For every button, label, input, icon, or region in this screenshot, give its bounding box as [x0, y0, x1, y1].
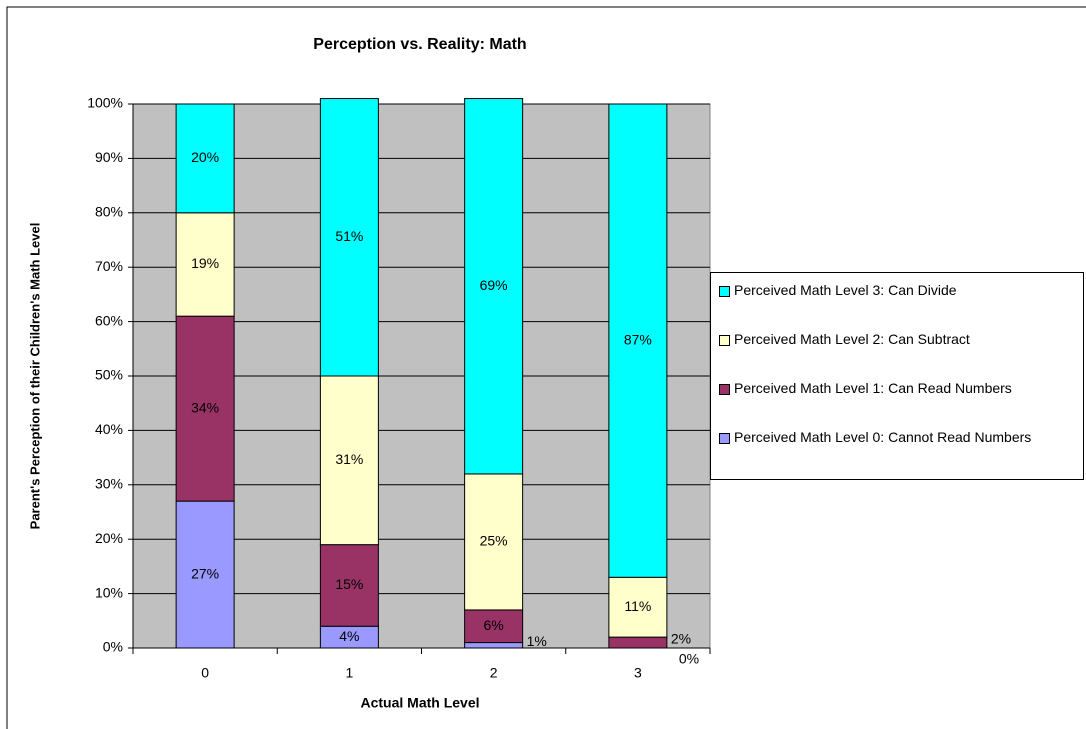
- y-tick-label: 0%: [103, 639, 123, 655]
- legend-item: Perceived Math Level 0: Cannot Read Numb…: [719, 429, 1083, 479]
- legend: Perceived Math Level 3: Can Divide Percei…: [710, 272, 1084, 480]
- data-label: 25%: [480, 533, 508, 549]
- data-label: 2%: [671, 630, 691, 646]
- bar-segment: [319, 98, 379, 377]
- y-tick-label: 20%: [95, 530, 123, 546]
- y-tick-label: 50%: [95, 367, 123, 383]
- bar-segment: [464, 473, 524, 611]
- data-label: 27%: [191, 565, 219, 581]
- legend-swatch: [719, 384, 730, 395]
- legend-label: Perceived Math Level 1: Can Read Numbers: [734, 380, 1012, 396]
- x-tick-label: 1: [345, 665, 353, 681]
- data-label: 6%: [484, 617, 504, 633]
- legend-swatch: [719, 286, 730, 297]
- bar-segment: [319, 375, 379, 546]
- data-label: 15%: [335, 576, 363, 592]
- x-tick-label: 3: [634, 665, 642, 681]
- x-tick-label: 2: [490, 665, 498, 681]
- legend-item: Perceived Math Level 2: Can Subtract: [719, 331, 1083, 381]
- legend-item: Perceived Math Level 3: Can Divide: [719, 282, 1083, 332]
- legend-item: Perceived Math Level 1: Can Read Numbers: [719, 380, 1083, 430]
- bar-segment: [608, 103, 668, 578]
- data-label: 0%: [679, 651, 699, 667]
- y-tick-label: 30%: [95, 476, 123, 492]
- chart-title: Perception vs. Reality: Math: [313, 36, 526, 53]
- bar-segment: [175, 212, 235, 317]
- data-label: 20%: [191, 149, 219, 165]
- bar-segment: [175, 315, 235, 502]
- data-label: 11%: [624, 598, 651, 614]
- y-tick-label: 10%: [95, 584, 123, 600]
- y-tick-label: 70%: [95, 258, 123, 274]
- bar-segment: [464, 609, 524, 644]
- x-tick-label: 0: [201, 665, 209, 681]
- bar-segment: [175, 103, 235, 214]
- legend-label: Perceived Math Level 3: Can Divide: [734, 282, 957, 298]
- data-label: 69%: [480, 277, 508, 293]
- legend-label: Perceived Math Level 0: Cannot Read Numb…: [734, 429, 1032, 445]
- data-label: 4%: [339, 628, 359, 644]
- x-axis-title: Actual Math Level: [360, 695, 479, 711]
- bar-segment: [608, 636, 668, 649]
- bar-segment: [464, 642, 524, 649]
- y-tick-label: 100%: [87, 95, 123, 111]
- y-axis-title: Parent's Perception of their Children's …: [27, 223, 42, 530]
- legend-label: Perceived Math Level 2: Can Subtract: [734, 331, 970, 347]
- data-label: 87%: [624, 331, 652, 347]
- legend-swatch: [719, 433, 730, 444]
- y-tick-label: 60%: [95, 312, 123, 328]
- data-label: 19%: [191, 255, 219, 271]
- legend-swatch: [719, 335, 730, 346]
- y-tick-label: 90%: [95, 149, 123, 165]
- data-label: 31%: [335, 451, 363, 467]
- bar-segment: [175, 500, 235, 649]
- bar-segment: [464, 98, 524, 475]
- data-label: 34%: [191, 399, 219, 415]
- y-tick-label: 40%: [95, 421, 123, 437]
- data-label: 1%: [527, 633, 547, 649]
- y-tick-label: 80%: [95, 204, 123, 220]
- data-label: 51%: [335, 228, 363, 244]
